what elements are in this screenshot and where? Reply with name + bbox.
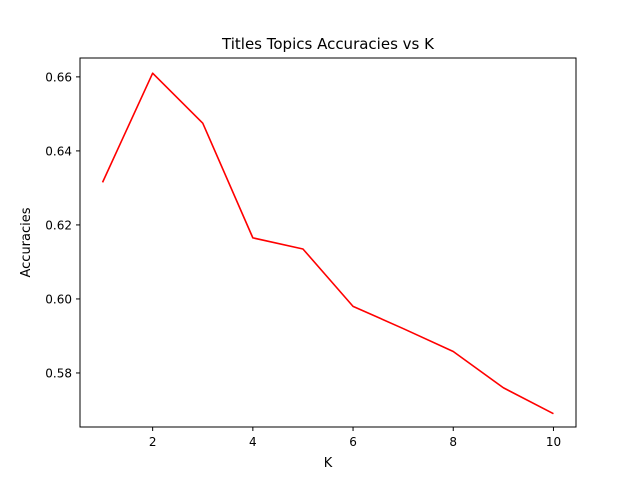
x-axis-ticks: 2 4 6 8 10 (149, 427, 561, 449)
x-tick-label: 4 (249, 435, 257, 449)
y-tick-label: 0.64 (45, 144, 72, 158)
x-tick-label: 6 (349, 435, 357, 449)
y-tick-label: 0.60 (45, 292, 72, 306)
y-tick-label: 0.66 (45, 70, 72, 84)
y-axis-ticks: 0.58 0.60 0.62 0.64 0.66 (45, 70, 80, 380)
y-axis-label: Accuracies (19, 207, 34, 277)
x-tick-label: 10 (546, 435, 561, 449)
series-line (101, 72, 554, 415)
series-group (101, 72, 554, 415)
y-tick-label: 0.58 (45, 366, 72, 380)
x-tick-label: 2 (149, 435, 157, 449)
x-tick-label: 8 (449, 435, 457, 449)
x-axis-label: K (324, 456, 333, 471)
y-tick-label: 0.62 (45, 218, 72, 232)
chart-title: Titles Topics Accuracies vs K (221, 35, 435, 53)
plot-area-frame (79, 57, 577, 428)
